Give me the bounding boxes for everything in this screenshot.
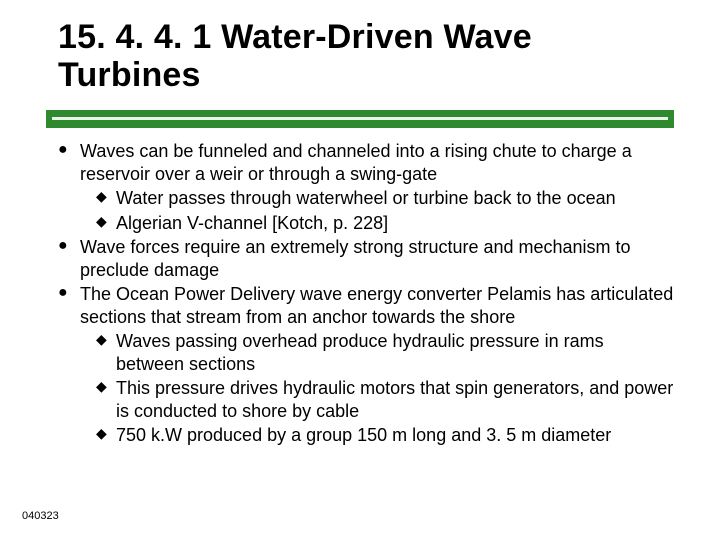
slide-body: ● Waves can be funneled and channeled in… [58,140,674,449]
slide: 15. 4. 4. 1 Water-Driven Wave Turbines ●… [0,0,720,540]
title-rule [46,110,674,128]
diamond-icon: ◆ [96,424,116,447]
list-subitem: ◆ Waves passing overhead produce hydraul… [96,330,674,375]
bullet-icon: ● [58,140,80,185]
list-item-text: Waves can be funneled and channeled into… [80,140,674,185]
list-item-text: Wave forces require an extremely strong … [80,236,674,281]
list-item: ● Wave forces require an extremely stron… [58,236,674,281]
slide-title: 15. 4. 4. 1 Water-Driven Wave Turbines [58,18,680,94]
diamond-icon: ◆ [96,187,116,210]
bullet-icon: ● [58,283,80,328]
diamond-icon: ◆ [96,330,116,375]
list-subitem: ◆ This pressure drives hydraulic motors … [96,377,674,422]
list-subitem: ◆ 750 k.W produced by a group 150 m long… [96,424,674,447]
rule-inner-line [52,117,668,120]
bullet-icon: ● [58,236,80,281]
list-subitem-text: 750 k.W produced by a group 150 m long a… [116,424,674,447]
list-item: ● Waves can be funneled and channeled in… [58,140,674,185]
list-subitem: ◆ Water passes through waterwheel or tur… [96,187,674,210]
slide-footer: 040323 [22,510,59,522]
list-subitem-text: Algerian V-channel [Kotch, p. 228] [116,212,674,235]
diamond-icon: ◆ [96,377,116,422]
list-item: ● The Ocean Power Delivery wave energy c… [58,283,674,328]
list-item-text: The Ocean Power Delivery wave energy con… [80,283,674,328]
list-subitem-text: Water passes through waterwheel or turbi… [116,187,674,210]
list-subitem: ◆ Algerian V-channel [Kotch, p. 228] [96,212,674,235]
list-subitem-text: This pressure drives hydraulic motors th… [116,377,674,422]
list-subitem-text: Waves passing overhead produce hydraulic… [116,330,674,375]
diamond-icon: ◆ [96,212,116,235]
